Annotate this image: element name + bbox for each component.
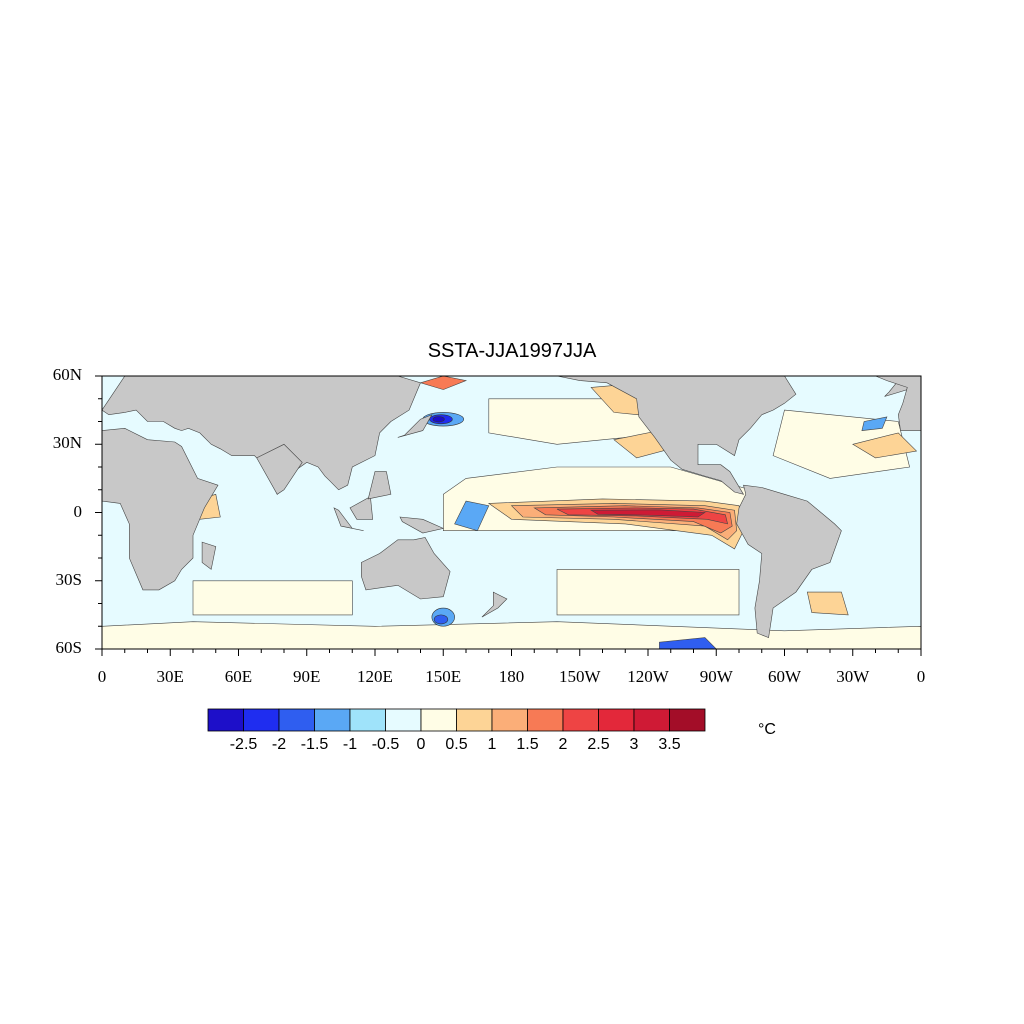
- map-plot-area: [102, 362, 921, 649]
- y-tick-label: 30N: [52, 433, 82, 453]
- land-greenland: [795, 376, 820, 377]
- land-japan: [397, 414, 433, 438]
- colorbar-swatch: [278, 708, 315, 732]
- x-tick-label: 150E: [425, 667, 462, 686]
- colorbar-label: 3.5: [658, 736, 681, 753]
- colorbar-swatch: [456, 708, 493, 732]
- kuroshio-cold-core: [432, 416, 445, 423]
- colorbar-label: 0: [416, 736, 426, 753]
- x-tick-label: 60E: [224, 667, 253, 686]
- colorbar-swatch: [207, 708, 244, 732]
- units-label: °C: [758, 721, 776, 738]
- cold-patch-western-pacific: [454, 500, 490, 532]
- land-madagascar: [201, 541, 217, 570]
- colorbar-swatch: [633, 708, 670, 732]
- x-tick-label: 120E: [357, 667, 393, 686]
- x-tick-label: 0: [916, 667, 926, 686]
- x-tick-label: 90W: [699, 667, 733, 686]
- south-atlantic-warm-patch: [806, 591, 849, 616]
- land-borneo: [349, 496, 374, 520]
- anomaly-contours: [102, 376, 921, 649]
- y-tick-label: 0: [73, 501, 83, 521]
- land-south-america: [736, 484, 842, 639]
- land-new-guinea: [399, 516, 445, 534]
- warm-tongue-core: [590, 509, 706, 518]
- colorbar-label: 0.5: [445, 736, 468, 753]
- land-masses: [102, 362, 921, 639]
- cold-patch-atlantic: [861, 416, 888, 431]
- land-africa: [102, 427, 219, 591]
- y-tick-label: 60S: [55, 638, 82, 657]
- y-tick-label: 60N: [52, 365, 82, 384]
- x-tick-label: 180: [498, 667, 525, 686]
- land-australia: [360, 537, 451, 600]
- land-india: [256, 443, 303, 495]
- tasman-cold-core: [433, 614, 449, 625]
- colorbar: [207, 708, 706, 732]
- colorbar-label: -1: [342, 736, 358, 753]
- warm-band-south: [102, 621, 921, 649]
- land-philippines: [367, 471, 392, 500]
- x-tick-label: 150W: [558, 667, 601, 686]
- colorbar-label: 3: [629, 736, 639, 753]
- land-europe-west: [875, 376, 921, 431]
- colorbar-swatch: [527, 708, 564, 732]
- colorbar-label: 2: [558, 736, 568, 753]
- colorbar-swatch: [385, 708, 422, 732]
- x-tick-label: 120W: [627, 667, 669, 686]
- south-pacific-neutral: [556, 569, 740, 616]
- x-tick-label: 30E: [156, 667, 184, 686]
- axis-ticks: [95, 375, 922, 656]
- land-sumatra-java: [333, 507, 364, 531]
- land-north-america: [556, 376, 797, 495]
- south-indian-neutral: [192, 580, 353, 616]
- colorbar-swatch: [598, 708, 635, 732]
- x-tick-label: 60W: [767, 667, 802, 686]
- colorbar-swatch: [243, 708, 280, 732]
- okhotsk-warm-patch: [419, 376, 468, 390]
- land-arctic-edge: [102, 362, 512, 376]
- x-tick-label: 90E: [293, 667, 321, 686]
- colorbar-label: -1.5: [300, 736, 329, 753]
- colorbar-swatch: [349, 708, 386, 732]
- atlantic-warm-patch: [852, 432, 918, 459]
- colorbar-swatch: [491, 708, 528, 732]
- colorbar-label: -0.5: [371, 736, 400, 753]
- land-arctic-edge-west: [546, 362, 921, 376]
- colorbar-label: 1.5: [516, 736, 539, 753]
- chart-title: SSTA-JJA1997JJA: [427, 340, 597, 362]
- colorbar-label: 2.5: [587, 736, 610, 753]
- colorbar-swatch: [562, 708, 599, 732]
- x-tick-label: 0: [97, 667, 107, 686]
- colorbar-label: -2.5: [229, 736, 258, 753]
- colorbar-swatch: [314, 708, 351, 732]
- colorbar-label: 1: [487, 736, 497, 753]
- southern-ocean-cold: [659, 637, 717, 649]
- colorbar-label: -2: [271, 736, 287, 753]
- colorbar-swatch: [420, 708, 457, 732]
- colorbar-swatch: [669, 708, 706, 732]
- land-new-zealand: [481, 591, 508, 618]
- y-tick-label: 30S: [55, 569, 82, 589]
- x-tick-label: 30W: [836, 667, 870, 686]
